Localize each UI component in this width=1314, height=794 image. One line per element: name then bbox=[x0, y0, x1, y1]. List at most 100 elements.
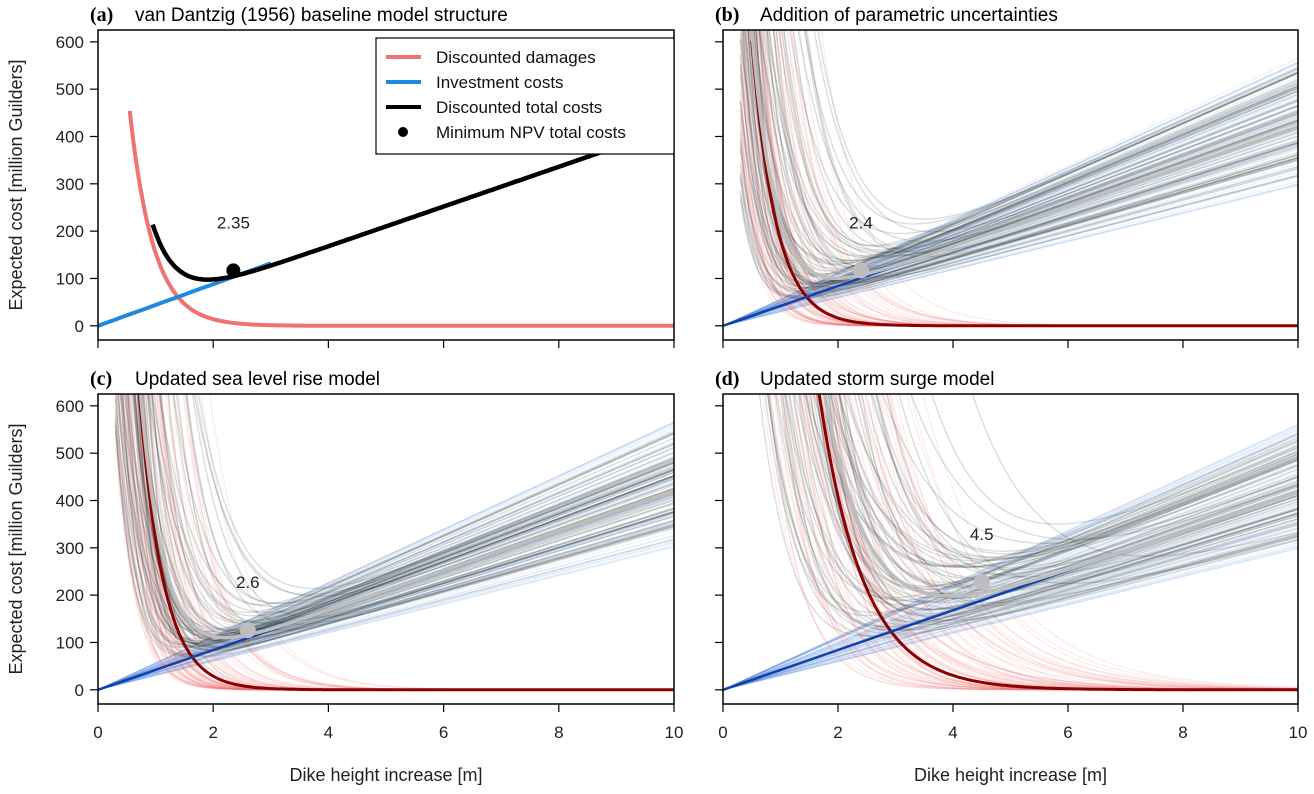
investment-ensemble-line bbox=[98, 477, 674, 691]
investment-ensemble-line bbox=[723, 62, 1298, 327]
total-ensemble-line bbox=[739, 156, 1298, 298]
minimum-npv-point bbox=[973, 573, 990, 590]
legend-entry-label: Investment costs bbox=[436, 73, 564, 92]
investment-ensemble-line bbox=[98, 545, 674, 691]
total-ensemble-line bbox=[766, 30, 1298, 257]
investment-ensemble-line bbox=[723, 463, 1298, 691]
total-ensemble-line bbox=[759, 30, 1298, 278]
x-tick-label: 0 bbox=[718, 723, 727, 742]
total-ensemble-line bbox=[132, 394, 674, 642]
investment-ensemble-line bbox=[723, 176, 1298, 327]
damages-ensemble-line bbox=[847, 394, 1298, 690]
investment-ensemble-line bbox=[723, 529, 1298, 691]
investment-ensemble-line bbox=[98, 523, 674, 691]
optimum-label: 2.35 bbox=[217, 213, 250, 232]
total-ensemble-line bbox=[114, 429, 674, 649]
total-ensemble-line bbox=[136, 394, 674, 645]
total-ensemble-line bbox=[766, 394, 1298, 635]
total-ensemble-line bbox=[745, 30, 1298, 285]
x-tick-label: 8 bbox=[554, 723, 563, 742]
investment-ensemble-line bbox=[723, 73, 1298, 327]
total-ensemble-line bbox=[753, 30, 1298, 293]
total-ensemble-line bbox=[768, 30, 1298, 257]
total-ensemble-line bbox=[144, 394, 674, 652]
plot-area-b bbox=[723, 30, 1298, 328]
x-tick-label: 4 bbox=[324, 723, 333, 742]
minimum-npv-point bbox=[853, 262, 869, 279]
total-ensemble-line bbox=[137, 394, 674, 639]
investment-ensemble-line bbox=[98, 469, 674, 691]
total-ensemble-line bbox=[117, 394, 674, 658]
investment-ensemble-line bbox=[723, 457, 1298, 691]
investment-ensemble-line bbox=[723, 524, 1298, 691]
damages-ensemble-line bbox=[922, 394, 1298, 688]
total-ensemble-line bbox=[766, 30, 1298, 264]
investment-ensemble-line bbox=[723, 526, 1298, 691]
total-ensemble-line bbox=[772, 30, 1298, 269]
total-ensemble-line bbox=[781, 394, 1298, 632]
total-ensemble-line bbox=[805, 30, 1298, 254]
panel-letter: (d) bbox=[715, 368, 739, 390]
total-ensemble-line bbox=[785, 394, 1298, 602]
damages-ensemble-line bbox=[889, 394, 1298, 691]
investment-ensemble-line bbox=[723, 429, 1298, 691]
x-tick-label: 8 bbox=[1178, 723, 1187, 742]
investment-ensemble-line bbox=[723, 453, 1298, 691]
total-ensemble-line bbox=[778, 30, 1298, 247]
x-axis-title: Dike height increase [m] bbox=[289, 765, 482, 785]
investment-ensemble-line bbox=[723, 473, 1298, 691]
damages-ensemble-line bbox=[128, 394, 674, 691]
investment-ensemble-line bbox=[723, 99, 1298, 327]
panel-letter: (c) bbox=[90, 368, 112, 390]
total-ensemble-line bbox=[139, 394, 674, 649]
total-ensemble-line bbox=[871, 394, 1298, 578]
panel-b: 2.4 (b) Addition of parametric uncertainti… bbox=[715, 4, 1299, 348]
investment-ensemble-line bbox=[98, 451, 674, 691]
investment-ensemble-line bbox=[723, 434, 1298, 691]
investment-ensemble-line bbox=[723, 99, 1298, 327]
investment-ensemble-line bbox=[723, 542, 1298, 691]
investment-ensemble-line bbox=[723, 504, 1298, 691]
investment-ensemble-line bbox=[98, 546, 674, 691]
investment-ensemble-line bbox=[723, 104, 1298, 327]
y-tick-label: 300 bbox=[56, 175, 84, 194]
investment-ensemble-line bbox=[98, 538, 674, 691]
total-ensemble-line bbox=[133, 394, 674, 634]
legend-entry-label: Discounted total costs bbox=[436, 98, 602, 117]
x-tick-label: 6 bbox=[1063, 723, 1072, 742]
investment-ensemble-line bbox=[723, 86, 1298, 327]
investment-ensemble-line bbox=[98, 524, 674, 691]
investment-ensemble-line bbox=[723, 85, 1298, 327]
investment-ensemble-line bbox=[723, 180, 1298, 327]
investment-ensemble-line bbox=[723, 539, 1298, 691]
investment-ensemble-line bbox=[98, 458, 674, 691]
investment-ensemble-line bbox=[723, 547, 1298, 691]
investment-ensemble-line bbox=[723, 167, 1298, 327]
total-ensemble-line bbox=[832, 394, 1298, 580]
total-ensemble-line bbox=[185, 394, 674, 605]
total-ensemble-line bbox=[191, 394, 674, 619]
total-ensemble-line bbox=[114, 422, 674, 648]
total-ensemble-line bbox=[817, 394, 1298, 617]
total-ensemble-line bbox=[739, 100, 1298, 282]
total-ensemble-line bbox=[817, 394, 1298, 567]
total-ensemble-line bbox=[749, 30, 1298, 266]
total-ensemble-line bbox=[767, 394, 1298, 638]
x-tick-label: 10 bbox=[665, 723, 684, 742]
y-tick-label: 200 bbox=[56, 222, 84, 241]
total-ensemble-line bbox=[751, 30, 1298, 262]
total-ensemble-line bbox=[793, 394, 1298, 623]
minimum-npv-point bbox=[239, 622, 256, 639]
total-ensemble-line bbox=[142, 394, 674, 648]
plot-frame bbox=[97, 29, 675, 341]
investment-ensemble-line bbox=[723, 544, 1298, 691]
investment-ensemble-line bbox=[98, 459, 674, 691]
total-ensemble-line bbox=[138, 394, 674, 635]
total-ensemble-line bbox=[828, 394, 1298, 583]
panel-letter: (a) bbox=[90, 4, 113, 26]
investment-ensemble-line bbox=[723, 101, 1298, 327]
investment-ensemble-line bbox=[723, 447, 1298, 691]
total-ensemble-line bbox=[809, 394, 1298, 615]
total-ensemble-line bbox=[757, 30, 1298, 272]
investment-ensemble-line bbox=[723, 524, 1298, 691]
